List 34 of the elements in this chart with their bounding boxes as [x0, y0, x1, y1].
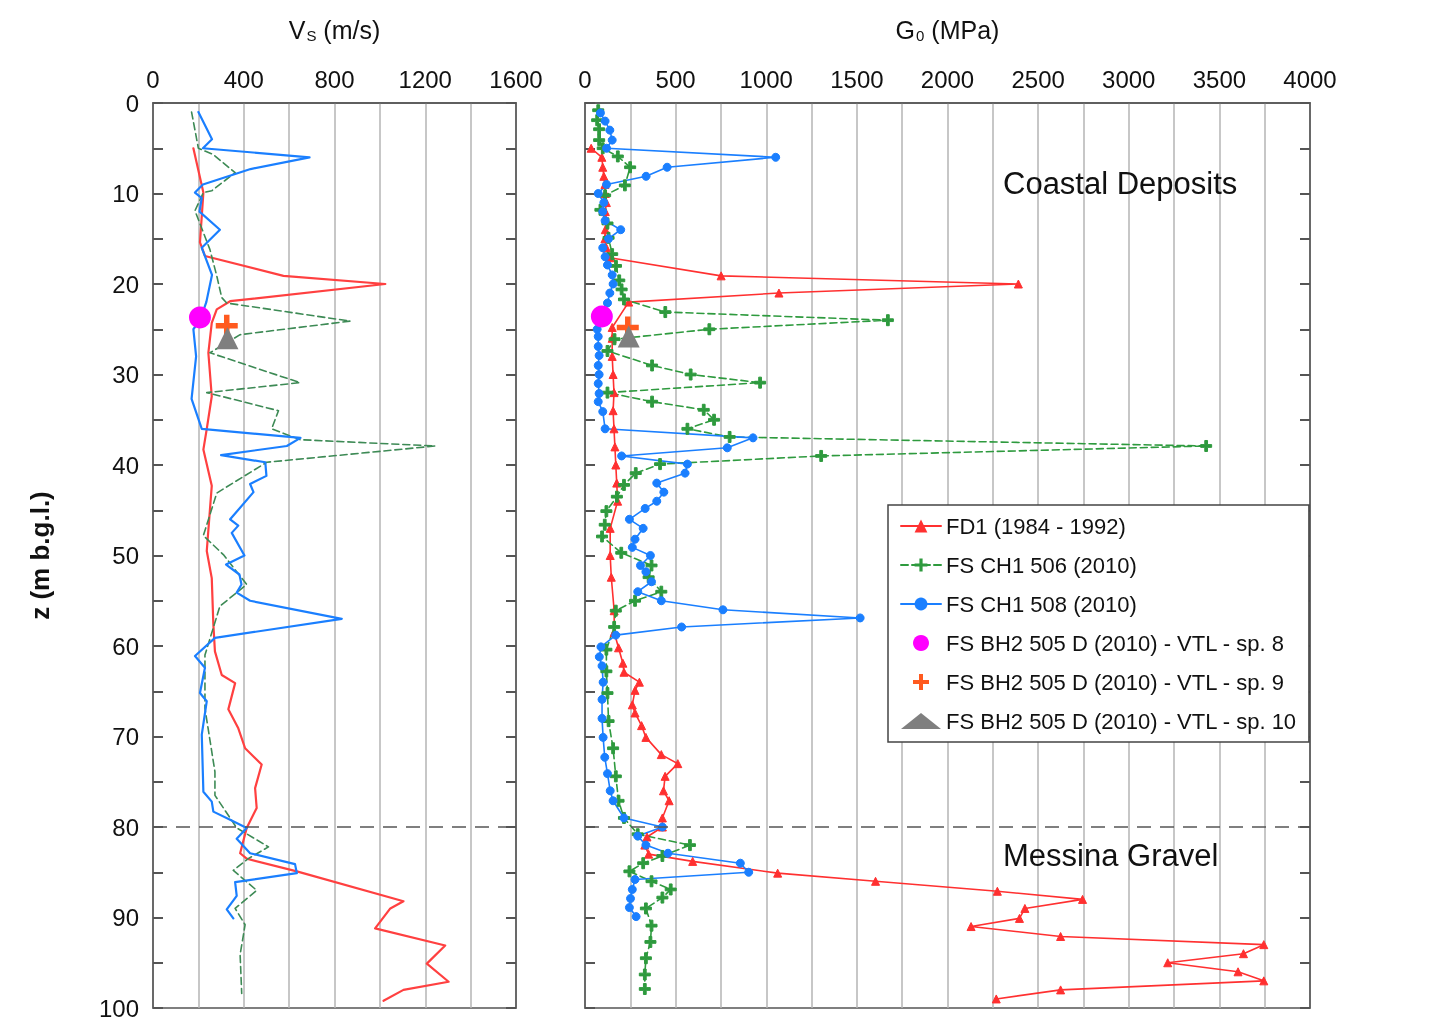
y-tick-label: 20 — [112, 270, 139, 298]
legend-label: FS BH2 505 D (2010) - VTL - sp. 9 — [946, 669, 1284, 695]
x-tick-label: 1200 — [398, 65, 452, 93]
x-tick-label: 1000 — [739, 65, 793, 93]
y-tick-label: 40 — [112, 451, 139, 479]
y-tick-label: 80 — [112, 813, 139, 841]
y-tick-label: 70 — [112, 723, 139, 750]
x-tick-label: 3000 — [1102, 65, 1156, 93]
x-tick-label: 2000 — [920, 65, 975, 93]
y-tick-label: 100 — [98, 994, 139, 1022]
legend-label: FS CH1 506 (2010) — [946, 552, 1137, 578]
x-tick-label: 800 — [314, 65, 355, 93]
x-tick-label: 500 — [655, 65, 696, 93]
x-tick-label: 400 — [223, 65, 264, 93]
y-tick-label: 10 — [112, 180, 139, 207]
x-tick-label: 1600 — [489, 65, 543, 93]
x-tick-label: 3500 — [1192, 65, 1247, 93]
x-tick-label: 0 — [578, 65, 592, 93]
y-tick-label: 90 — [112, 904, 139, 931]
legend-label: FS BH2 505 D (2010) - VTL - sp. 8 — [946, 630, 1284, 656]
x-tick-label: 1500 — [830, 65, 884, 93]
legend-label: FS CH1 508 (2010) — [946, 591, 1137, 617]
x-tick-label: 4000 — [1283, 65, 1337, 93]
y-tick-label: 60 — [112, 632, 139, 660]
annotation: Coastal Deposits — [1003, 166, 1238, 201]
y-tick-label: 50 — [112, 542, 139, 569]
legend-label: FD1 (1984 - 1992) — [946, 513, 1126, 539]
y-tick-label: 0 — [125, 89, 139, 117]
x-tick-label: 0 — [146, 65, 160, 93]
x-tick-label: 2500 — [1011, 65, 1065, 93]
annotation: Messina Gravel — [1003, 838, 1219, 873]
y-axis-title: z (m b.g.l.) — [25, 491, 55, 620]
y-tick-label: 30 — [112, 361, 139, 388]
legend-label: FS BH2 505 D (2010) - VTL - sp. 10 — [946, 708, 1297, 734]
